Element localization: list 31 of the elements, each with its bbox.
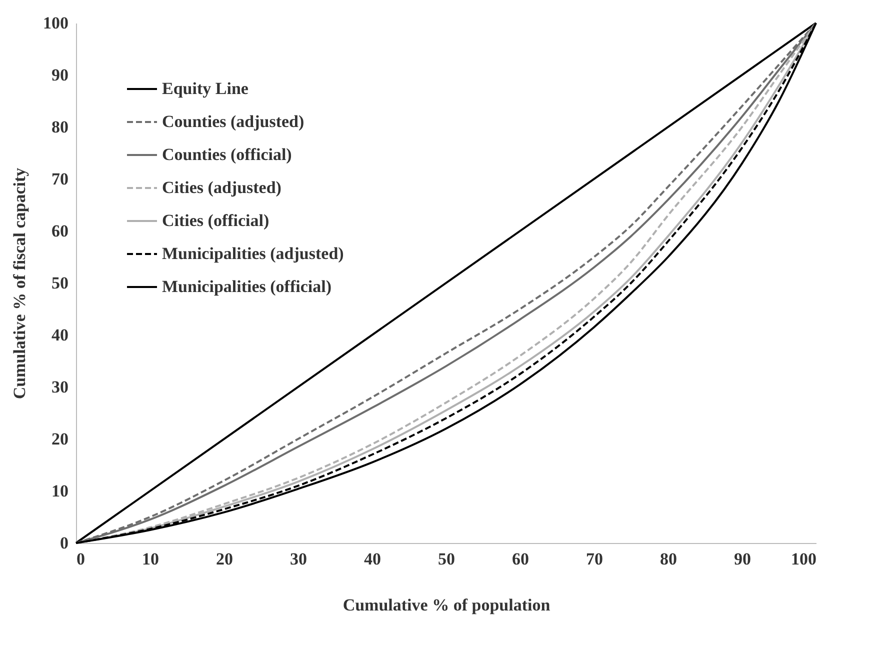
x-tick-label: 70 [586,550,603,568]
y-tick-label: 70 [52,170,68,188]
y-tick-label: 90 [52,66,68,84]
x-tick-label: 80 [660,550,677,568]
x-tick-label: 20 [216,550,233,568]
legend-label: Equity Line [162,79,249,98]
x-tick-label: 90 [734,550,751,568]
y-tick-label: 40 [52,326,68,344]
legend-label: Municipalities (adjusted) [162,244,344,263]
y-tick-label: 50 [52,274,68,292]
y-tick-label: 30 [52,378,68,396]
y-tick-label: 80 [52,118,68,136]
legend-label: Counties (official) [162,145,292,164]
x-tick-label: 30 [290,550,307,568]
legend-label: Cities (adjusted) [162,178,282,197]
legend-label: Cities (official) [162,211,270,230]
x-tick-label: 50 [438,550,455,568]
x-tick-label: 60 [512,550,529,568]
legend-label: Counties (adjusted) [162,112,304,131]
y-tick-label: 0 [60,534,68,552]
y-tick-label: 100 [43,14,68,32]
x-tick-label: 100 [791,550,816,568]
y-tick-label: 20 [52,430,68,448]
x-axis-title: Cumulative % of population [342,596,551,614]
x-tick-label: 10 [142,550,159,568]
y-axis-title: Cumulative % of fiscal capacity [10,167,29,400]
y-tick-label: 60 [52,222,68,240]
x-tick-label: 40 [364,550,381,568]
y-tick-label: 10 [52,482,68,500]
x-tick-label: 0 [76,550,85,568]
legend-label: Municipalities (official) [162,277,332,296]
